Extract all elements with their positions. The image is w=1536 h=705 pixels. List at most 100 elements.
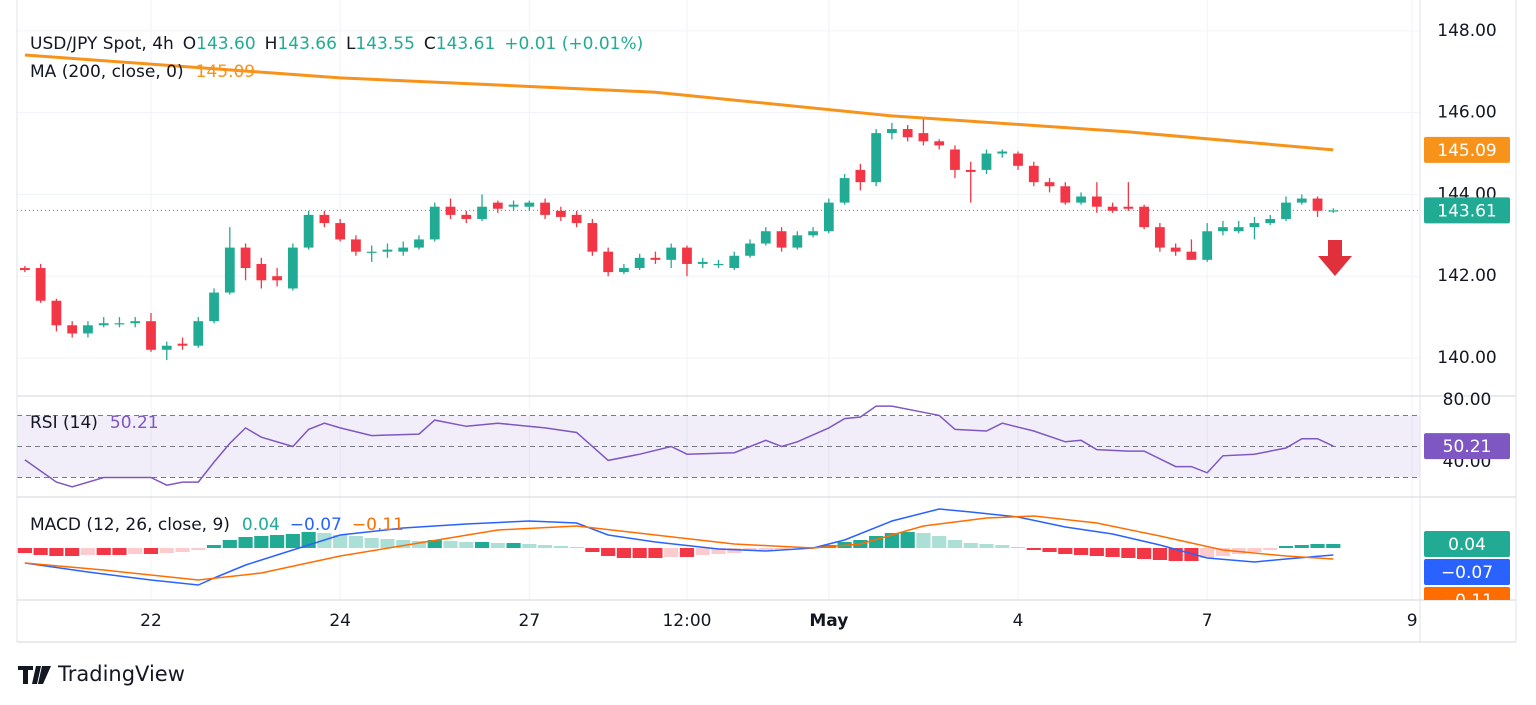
ohlc-value: 143.55 [355, 34, 414, 54]
candle-body [51, 300, 62, 326]
histogram-bar [380, 539, 395, 548]
histogram-bar [333, 535, 348, 548]
histogram-bar [1089, 548, 1104, 556]
histogram-bar [695, 548, 710, 555]
last-price-label: 143.61 [1437, 201, 1496, 221]
candle-body [839, 178, 850, 203]
candle-body [776, 231, 787, 248]
plot-area [17, 53, 1420, 586]
histogram-bar [664, 548, 679, 557]
histogram-bar [459, 542, 474, 548]
candle-body [1107, 206, 1118, 211]
histogram-bar [1215, 548, 1231, 556]
histogram-bar [569, 547, 584, 548]
candle-body [461, 214, 472, 219]
grid [17, 0, 1420, 600]
candle-body [713, 263, 724, 266]
y-tick-label: 142.00 [1437, 266, 1496, 286]
ma-name: MA (200, close, 0) [30, 62, 184, 82]
candle-body [1044, 182, 1055, 187]
candle-body [146, 321, 156, 350]
candle-body [256, 263, 267, 281]
y-tick-label: 140.00 [1437, 348, 1496, 368]
x-tick-label: 4 [1013, 611, 1024, 631]
candle-body [1202, 231, 1213, 260]
legend-ma: MA (200, close, 0) 145.09 [30, 62, 255, 82]
candle-body [287, 247, 298, 289]
ohlc-key: L [346, 34, 356, 54]
candle-body [508, 204, 519, 207]
histogram-bar [285, 534, 300, 548]
macd-series-value: −0.07 [290, 515, 342, 535]
candle-body [682, 247, 692, 264]
histogram-bar [427, 540, 442, 548]
candle-body [729, 255, 740, 269]
candle-body [209, 292, 219, 322]
symbol-name: USD/JPY Spot, 4h [30, 34, 174, 54]
histogram-bar [538, 545, 553, 548]
candle-body [1170, 247, 1181, 252]
histogram-bar [1294, 545, 1309, 548]
candle-body [792, 235, 803, 248]
brand-icon [18, 666, 51, 684]
candle-body [603, 251, 614, 273]
candle-body [760, 231, 771, 244]
x-tick-label: 24 [329, 611, 351, 631]
histogram-bar [1058, 548, 1073, 554]
rsi-value-label: 50.21 [1443, 437, 1492, 457]
histogram-bar [916, 533, 931, 548]
candle-body [398, 247, 409, 252]
ma-price-label: 145.09 [1437, 141, 1496, 161]
histogram-bar [900, 532, 915, 548]
histogram-bar [1137, 548, 1152, 559]
histogram-bar [175, 548, 190, 552]
candle-body [571, 214, 582, 224]
ohlc-value: 143.61 [436, 34, 495, 54]
candle-body [1155, 227, 1165, 248]
candle-body [1060, 186, 1071, 203]
macd-name: MACD (12, 26, close, 9) [30, 515, 230, 535]
histogram-bar [206, 545, 222, 548]
histogram-bar [1152, 548, 1167, 560]
candle-body [997, 151, 1008, 154]
candle-body [429, 206, 440, 240]
candle-body [19, 268, 30, 271]
histogram-bar [364, 538, 379, 548]
candle-body [303, 214, 314, 248]
x-tick-label: 27 [519, 611, 541, 631]
ohlc-key: O [183, 34, 196, 54]
histogram-bar [1042, 548, 1057, 552]
candle-body [634, 257, 645, 269]
histogram-bar [1326, 544, 1341, 548]
macd-series-value: −0.11 [352, 515, 404, 535]
histogram-bar [601, 548, 616, 556]
histogram-bar [254, 536, 269, 548]
histogram-bar [632, 548, 647, 558]
candle-body [83, 325, 93, 334]
candle-body [666, 247, 677, 260]
histogram-bar [1263, 548, 1278, 550]
ma-price-label-box [1424, 136, 1510, 163]
candle-body [745, 243, 755, 256]
macd-line [24, 515, 1334, 581]
x-tick-label: 22 [140, 611, 162, 631]
histogram-bar [191, 548, 206, 550]
candle-body [950, 149, 960, 170]
candle-body [650, 257, 661, 260]
rsi-line [24, 405, 1334, 488]
histogram-bar [96, 548, 111, 555]
candle-body [524, 202, 535, 207]
histogram-bar [80, 548, 96, 555]
histogram-bar [1310, 544, 1325, 548]
macd-value-label-box [1424, 531, 1510, 557]
rsi-value-label-box [1424, 433, 1510, 460]
legend-macd: MACD (12, 26, close, 9) 0.04 −0.07 −0.11 [30, 515, 404, 535]
candle-body [1249, 223, 1260, 228]
histogram-bar [947, 540, 963, 548]
candle-body [272, 276, 282, 281]
candle-body [1123, 206, 1134, 209]
histogram-bar [585, 548, 600, 552]
ohlc-value: 143.60 [196, 34, 255, 54]
